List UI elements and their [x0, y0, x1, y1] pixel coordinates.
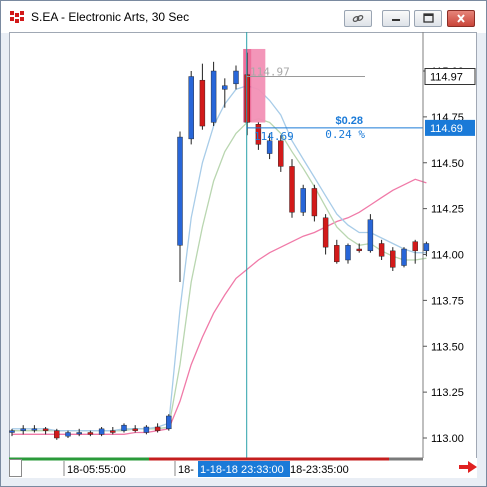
candle-body — [322, 217, 329, 248]
minimize-icon — [392, 19, 400, 21]
reference-price-label: 114.97 — [250, 66, 290, 79]
candle-body — [378, 243, 385, 257]
candle-body — [210, 70, 217, 123]
cursor-price-axis-label: 114.69 — [430, 123, 463, 135]
ma-slow-line — [12, 178, 427, 435]
candle-body — [98, 428, 105, 435]
candle-body — [311, 188, 318, 217]
y-tick-label: 114.25 — [431, 204, 464, 216]
candle-body — [300, 188, 306, 213]
ma-mid-line — [12, 118, 427, 432]
cursor-time-label: 1-18-18 23:33:00 — [200, 464, 284, 476]
minimize-button[interactable] — [382, 10, 410, 27]
candle-body — [166, 415, 172, 430]
candle-body — [87, 432, 94, 435]
cursor-price-box — [425, 119, 475, 136]
title-bar[interactable]: S.EA - Electronic Arts, 30 Sec — [1, 1, 486, 33]
delta-value-text: $0.28 — [335, 115, 363, 127]
candle-body — [412, 241, 418, 252]
time-label: 18-05:55:00 — [67, 464, 126, 476]
highlight-box-light — [251, 48, 266, 123]
candle-body — [278, 140, 284, 167]
time-axis: 18-05:55:00 18- 18-23:35:00 1-18-18 23:33:0… — [9, 457, 477, 478]
cursor-price-text: 114.69 — [254, 130, 294, 143]
y-tick-label: 113.75 — [431, 295, 464, 307]
candle-body — [20, 428, 26, 431]
candle-body — [334, 245, 340, 263]
candle-body — [233, 70, 239, 85]
time-label: 18- — [178, 464, 194, 476]
candle-body — [345, 245, 351, 261]
window-title: S.EA - Electronic Arts, 30 Sec — [31, 10, 190, 24]
moving-averages — [12, 85, 427, 435]
ma-fast-line — [12, 85, 427, 432]
candle-body — [42, 428, 49, 431]
delta-percent-text: 0.24 % — [325, 128, 365, 141]
cursor-time-box — [198, 461, 290, 477]
candle-body — [121, 424, 127, 431]
scroll-left-box[interactable] — [9, 459, 22, 477]
candles — [9, 52, 430, 440]
candle-body — [143, 426, 150, 433]
link-button[interactable] — [344, 10, 372, 27]
time-label: 18-23:35:00 — [290, 464, 349, 476]
y-tick-label: 113.00 — [431, 433, 464, 445]
candle-body — [65, 432, 71, 437]
last-price-box — [424, 68, 476, 86]
restore-icon — [423, 13, 434, 23]
close-button[interactable] — [447, 10, 475, 27]
candle-body — [367, 219, 374, 252]
y-tick-label: 113.25 — [431, 387, 464, 399]
scroll-right-arrow-icon[interactable] — [458, 460, 478, 474]
candle-body — [356, 248, 362, 252]
price-axis: 115.00114.75114.50114.25114.00113.75113.… — [422, 32, 476, 458]
candle-body — [54, 430, 60, 439]
close-icon — [457, 14, 465, 23]
candle-body — [76, 432, 82, 435]
y-tick-label: 113.50 — [431, 341, 464, 353]
y-tick-label: 114.00 — [431, 250, 464, 262]
candle-body — [266, 140, 273, 154]
candle-body — [222, 85, 228, 90]
link-icon — [352, 15, 364, 22]
candle-body — [423, 243, 430, 252]
candle-body — [199, 79, 206, 127]
candle-body — [401, 248, 407, 266]
candle-body — [154, 426, 161, 431]
y-tick-label: 114.50 — [431, 158, 464, 170]
candle-body — [31, 428, 38, 431]
measure-overlay[interactable]: 114.97 114.69 $0.280.24 % — [246, 32, 423, 458]
candle-body — [9, 430, 15, 433]
candle-body — [390, 250, 396, 268]
chart-app-icon — [10, 11, 24, 23]
candle-body — [188, 76, 194, 140]
candle-body — [289, 166, 295, 213]
candle-body — [132, 428, 138, 431]
candle-body — [177, 136, 183, 246]
last-price-label: 114.97 — [430, 72, 463, 84]
candle-body — [255, 124, 262, 145]
candle-body — [110, 430, 116, 433]
restore-button[interactable] — [414, 10, 442, 27]
